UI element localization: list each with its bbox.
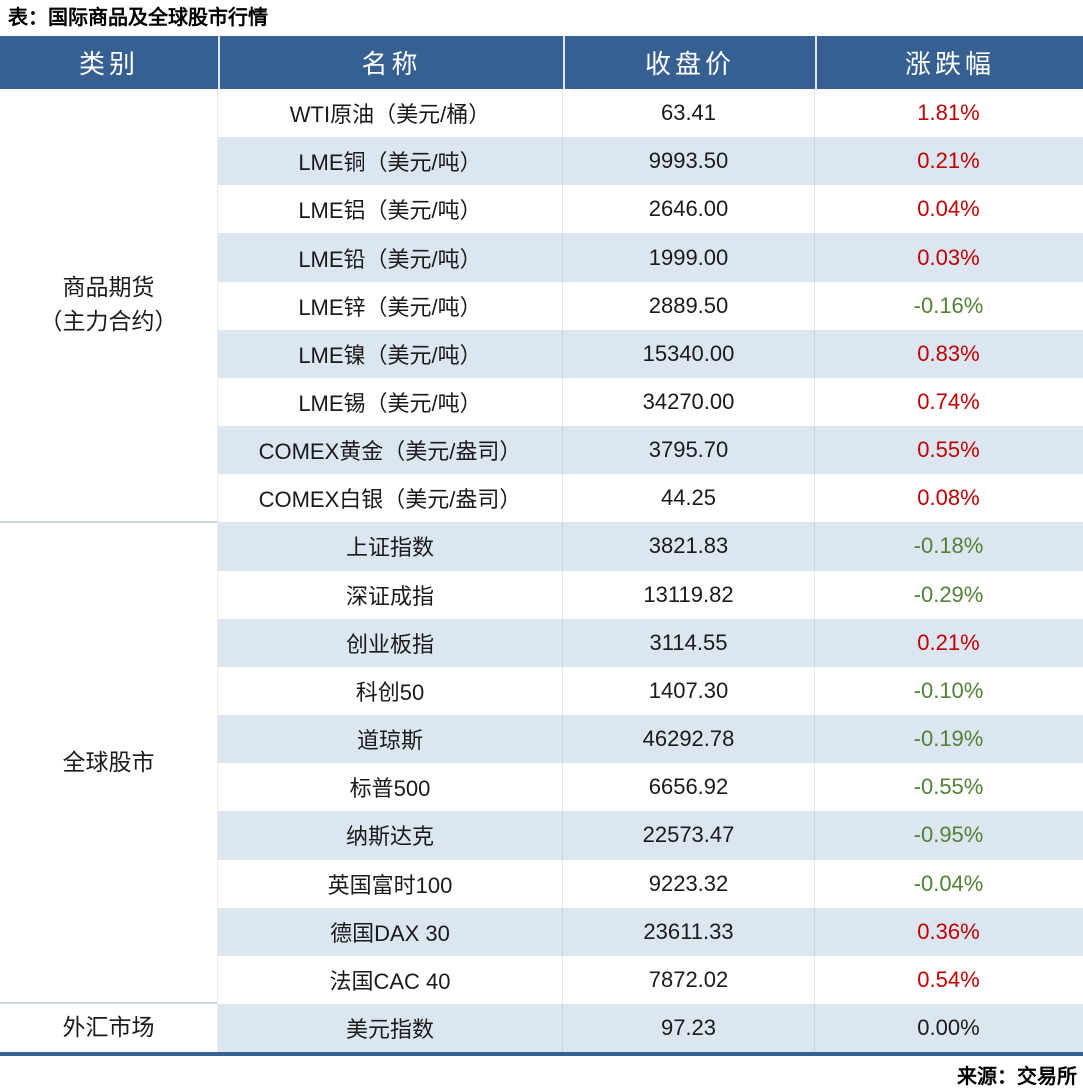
instrument-name-cell: LME镍（美元/吨） bbox=[298, 342, 482, 368]
table-row: LME锌（美元/吨） 2889.50 -0.16% bbox=[218, 281, 1083, 330]
change-pct-cell: -0.04% bbox=[814, 859, 1082, 908]
instrument-name-cell: 科创50 bbox=[355, 679, 425, 705]
instrument-name-cell: 深证成指 bbox=[345, 583, 434, 609]
close-price-cell: 6656.92 bbox=[562, 763, 814, 812]
instrument-name-cell: LME锡（美元/吨） bbox=[298, 391, 482, 417]
table-row: 上证指数 3821.83 -0.18% bbox=[218, 522, 1083, 571]
table-row: LME铜（美元/吨） 9993.50 0.21% bbox=[218, 137, 1083, 186]
change-pct-cell: -0.19% bbox=[814, 715, 1082, 764]
table-row: COMEX白银（美元/盎司） 44.25 0.08% bbox=[218, 474, 1083, 523]
change-pct-cell: 0.54% bbox=[814, 955, 1082, 1004]
instrument-name-cell: 英国富时100 bbox=[327, 872, 453, 898]
market-table: 类别 名称 收盘价 涨跌幅 商品期货 （主力合约） 全球股市外汇市场 WTI原油（美… bbox=[0, 36, 1083, 1056]
header-category: 类别 bbox=[78, 50, 139, 79]
rows-column: WTI原油（美元/桶） 63.41 1.81% LME铜（美元/吨） 9993.50 0.… bbox=[218, 89, 1083, 1053]
table-title: 表：国际商品及全球股市行情 bbox=[8, 7, 268, 29]
change-pct-cell: 0.36% bbox=[814, 907, 1082, 956]
instrument-name-cell: 法国CAC 40 bbox=[329, 968, 451, 994]
source-note: 来源：交易所 bbox=[957, 1065, 1077, 1088]
category-column: 商品期货 （主力合约） 全球股市外汇市场 bbox=[0, 89, 218, 1052]
close-price-cell: 15340.00 bbox=[562, 329, 814, 378]
category-label-line: 全球股市 bbox=[62, 748, 155, 775]
change-pct-cell: -0.10% bbox=[814, 666, 1082, 716]
change-pct-cell: -0.16% bbox=[814, 281, 1082, 330]
change-pct-cell: 0.03% bbox=[814, 233, 1082, 282]
table-row: LME锡（美元/吨） 34270.00 0.74% bbox=[218, 377, 1083, 427]
header-change-pct: 涨跌幅 bbox=[815, 36, 1083, 89]
table-row: 标普500 6656.92 -0.55% bbox=[218, 763, 1083, 812]
table-row: 法国CAC 40 7872.02 0.54% bbox=[218, 955, 1083, 1004]
close-price-cell: 7872.02 bbox=[562, 955, 814, 1004]
table-row: 深证成指 13119.82 -0.29% bbox=[218, 570, 1083, 619]
category-label-line: （主力合约） bbox=[39, 307, 178, 334]
close-price-cell: 3795.70 bbox=[562, 426, 814, 475]
instrument-name-cell: 道琼斯 bbox=[356, 728, 423, 754]
instrument-name-cell: LME锌（美元/吨） bbox=[298, 294, 482, 320]
close-price-cell: 9223.32 bbox=[562, 859, 814, 908]
close-price-cell: 2889.50 bbox=[562, 281, 814, 330]
instrument-name-cell: WTI原油（美元/桶） bbox=[289, 102, 491, 128]
close-price-cell: 46292.78 bbox=[562, 715, 814, 764]
category-label-line: 外汇市场 bbox=[62, 1014, 155, 1041]
category-label-line: 商品期货 bbox=[62, 274, 155, 301]
table-row: 英国富时100 9223.32 -0.04% bbox=[218, 859, 1083, 908]
instrument-name-cell: COMEX黄金（美元/盎司） bbox=[258, 439, 522, 465]
close-price-cell: 13119.82 bbox=[562, 570, 814, 619]
instrument-name-cell: 美元指数 bbox=[345, 1017, 434, 1043]
change-pct-cell: -0.29% bbox=[814, 570, 1082, 619]
close-price-cell: 3114.55 bbox=[562, 618, 814, 667]
table-row: 科创50 1407.30 -0.10% bbox=[218, 666, 1083, 716]
change-pct-cell: 0.00% bbox=[814, 1003, 1082, 1053]
change-pct-cell: 0.04% bbox=[814, 185, 1082, 234]
close-price-cell: 3821.83 bbox=[562, 522, 814, 571]
table-row: LME铝（美元/吨） 2646.00 0.04% bbox=[218, 185, 1083, 234]
category-cell: 商品期货 （主力合约） bbox=[0, 89, 217, 521]
table-row: 德国DAX 30 23611.33 0.36% bbox=[218, 907, 1083, 956]
close-price-cell: 1999.00 bbox=[562, 233, 814, 282]
instrument-name-cell: LME铜（美元/吨） bbox=[298, 150, 482, 176]
close-price-cell: 34270.00 bbox=[562, 377, 814, 427]
category-cell: 全球股市 bbox=[0, 520, 217, 1003]
instrument-name-cell: 纳斯达克 bbox=[345, 824, 434, 850]
table-row: LME铅（美元/吨） 1999.00 0.03% bbox=[218, 233, 1083, 282]
instrument-name-cell: LME铝（美元/吨） bbox=[298, 198, 482, 224]
instrument-name-cell: 创业板指 bbox=[345, 631, 434, 657]
close-price-cell: 9993.50 bbox=[562, 137, 814, 186]
instrument-name-cell: LME铅（美元/吨） bbox=[298, 246, 482, 272]
instrument-name-cell: 德国DAX 30 bbox=[330, 920, 450, 946]
change-pct-cell: 0.21% bbox=[814, 618, 1082, 667]
close-price-cell: 97.23 bbox=[562, 1003, 814, 1053]
table-row: WTI原油（美元/桶） 63.41 1.81% bbox=[218, 89, 1083, 138]
table-row: LME镍（美元/吨） 15340.00 0.83% bbox=[218, 329, 1083, 378]
instrument-name-cell: 标普500 bbox=[349, 776, 431, 802]
close-price-cell: 44.25 bbox=[562, 474, 814, 523]
change-pct-cell: 0.83% bbox=[814, 329, 1082, 378]
table-header-row: 类别 名称 收盘价 涨跌幅 bbox=[0, 36, 1083, 89]
change-pct-cell: -0.95% bbox=[814, 811, 1082, 860]
close-price-cell: 23611.33 bbox=[562, 907, 814, 956]
close-price-cell: 2646.00 bbox=[562, 185, 814, 234]
change-pct-cell: 0.74% bbox=[814, 377, 1082, 427]
close-price-cell: 22573.47 bbox=[562, 811, 814, 860]
table-row: 美元指数 97.23 0.00% bbox=[218, 1003, 1083, 1053]
change-pct-cell: -0.18% bbox=[814, 522, 1082, 571]
header-name: 名称 bbox=[218, 36, 563, 89]
table-row: 道琼斯 46292.78 -0.19% bbox=[218, 715, 1083, 764]
close-price-cell: 1407.30 bbox=[562, 666, 814, 716]
category-cell: 外汇市场 bbox=[0, 1002, 217, 1052]
change-pct-cell: 0.08% bbox=[814, 474, 1082, 523]
change-pct-cell: 0.21% bbox=[814, 137, 1082, 186]
table-row: 纳斯达克 22573.47 -0.95% bbox=[218, 811, 1083, 860]
table-body: 商品期货 （主力合约） 全球股市外汇市场 WTI原油（美元/桶） 63.41 1.81%… bbox=[0, 89, 1083, 1053]
close-price-cell: 63.41 bbox=[562, 89, 814, 138]
change-pct-cell: 0.55% bbox=[814, 426, 1082, 475]
change-pct-cell: 1.81% bbox=[814, 89, 1082, 138]
change-pct-cell: -0.55% bbox=[814, 763, 1082, 812]
instrument-name-cell: 上证指数 bbox=[345, 535, 434, 561]
table-row: 创业板指 3114.55 0.21% bbox=[218, 618, 1083, 667]
instrument-name-cell: COMEX白银（美元/盎司） bbox=[258, 487, 522, 513]
header-close-price: 收盘价 bbox=[563, 36, 815, 89]
table-row: COMEX黄金（美元/盎司） 3795.70 0.55% bbox=[218, 426, 1083, 475]
